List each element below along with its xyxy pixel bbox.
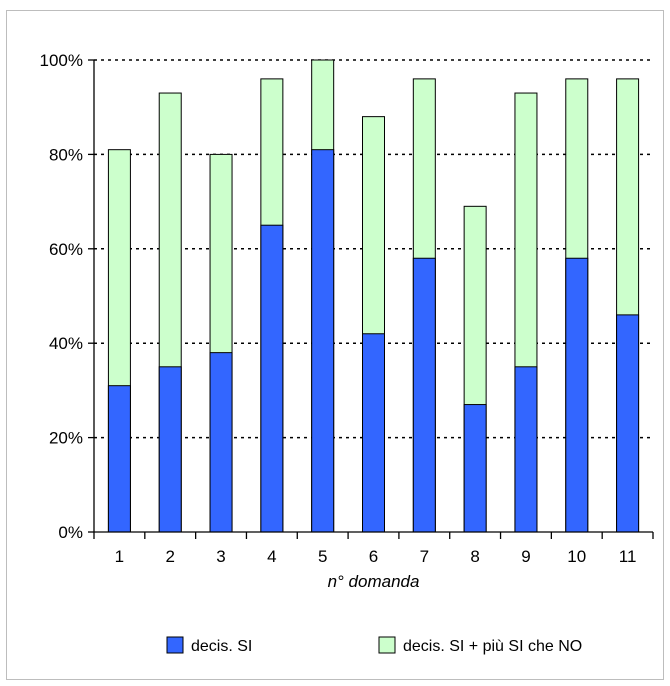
legend-label: decis. SI + più SI che NO [403,638,582,655]
x-tick-label: 7 [420,547,429,566]
y-tick-label: 60% [49,240,83,259]
gridlines [94,59,653,439]
bar-chart: 0% 20% 40% 60% 80% 100% 1 2 3 4 5 6 7 8 9 10 11 n° doma… [40,51,654,655]
bar-si [463,404,487,533]
y-tick-label: 0% [58,523,83,542]
axes [88,59,654,539]
x-tick-label: 1 [115,547,124,566]
bar-si [107,385,131,533]
y-tick-label: 40% [49,334,83,353]
bar-si [362,333,385,533]
y-tick-labels: 0% 20% 40% 60% 80% 100% [40,51,83,542]
bar-si [514,366,538,533]
series-si-bars [107,149,640,533]
bar-si [260,224,284,533]
y-tick-label: 80% [49,145,83,164]
x-tick-label: 4 [267,547,276,566]
x-tick-label: 5 [318,547,327,566]
legend-label: decis. SI [191,638,252,655]
x-axis-title: n° domanda [328,572,420,591]
y-tick-label: 100% [40,51,83,70]
x-tick-label: 2 [165,547,174,566]
legend: decis. SI decis. SI + più SI che NO [166,636,582,655]
legend-swatch [378,636,396,654]
legend-swatch [166,636,184,654]
x-tick-labels: 1 2 3 4 5 6 7 8 9 10 11 [115,547,637,566]
x-tick-label: 10 [567,547,586,566]
x-tick-label: 9 [521,547,530,566]
x-tick-label: 6 [369,547,378,566]
bar-si [565,257,589,533]
bar-si [616,314,640,533]
bar-si [209,352,233,533]
x-tick-label: 8 [470,547,479,566]
x-tick-label: 3 [216,547,225,566]
bar-si [412,257,436,533]
chart-frame: 0% 20% 40% 60% 80% 100% 1 2 3 4 5 6 7 8 9 10 11 n° doma… [6,10,664,680]
bar-si [311,149,335,533]
bar-si [158,366,182,533]
x-tick-label: 11 [619,547,637,566]
y-tick-label: 20% [49,429,83,448]
